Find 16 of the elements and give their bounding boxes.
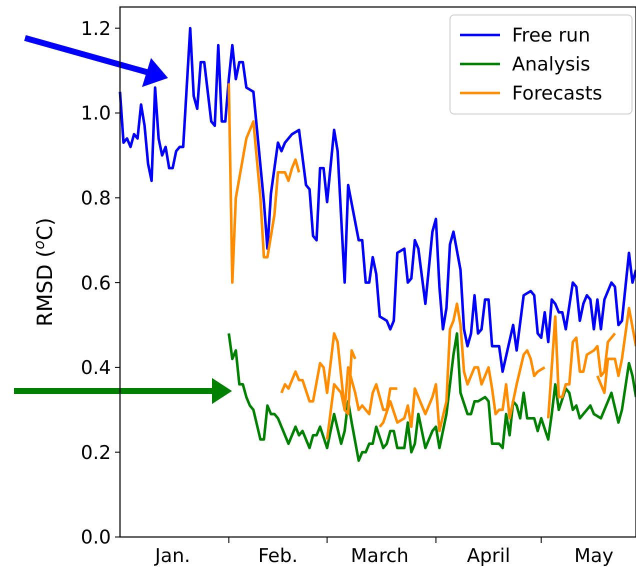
legend-label: Free run [512, 24, 590, 47]
legend-label: Analysis [512, 54, 590, 76]
x-tick-label: March [350, 545, 409, 567]
y-tick-label: 1.2 [80, 18, 111, 40]
y-tick-label: 0.4 [80, 357, 111, 380]
y-tick-label: 0.6 [80, 272, 111, 294]
x-tick-label: Jan. [154, 545, 190, 567]
x-tick-label: April [466, 545, 510, 567]
line-series [228, 82, 300, 284]
y-tick-label: 0.2 [80, 442, 111, 464]
legend-label: Forecasts [512, 82, 602, 105]
x-tick-label: May [574, 545, 614, 567]
y-tick-label: 1.0 [80, 102, 111, 125]
x-tick-label: Feb. [258, 545, 298, 567]
y-tick-label: 0.0 [80, 526, 111, 549]
y-tick-label: 0.8 [80, 187, 111, 210]
